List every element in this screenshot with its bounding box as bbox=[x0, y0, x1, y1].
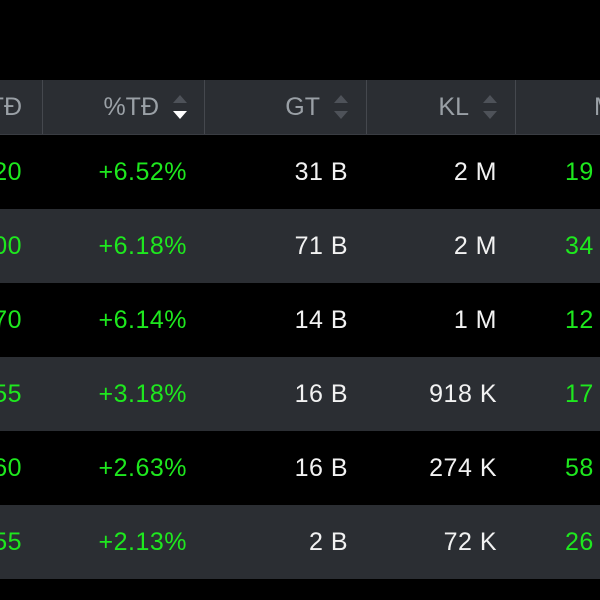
cell-m: 12 bbox=[565, 305, 594, 334]
cell-pct-change: +6.14% bbox=[98, 305, 187, 334]
cell-td: 55 bbox=[0, 527, 22, 556]
cell-pct-change: +3.18% bbox=[98, 379, 187, 408]
column-header-kl[interactable]: KL bbox=[0, 80, 497, 134]
cell-pct-change: +6.52% bbox=[98, 157, 187, 186]
cell-value-gt: 16 B bbox=[294, 379, 348, 408]
cell-m: 19 bbox=[565, 157, 594, 186]
cell-td: 00 bbox=[0, 231, 22, 260]
cell-pct-change: +6.18% bbox=[98, 231, 187, 260]
cell-m: 58 bbox=[565, 453, 594, 482]
sort-icon[interactable] bbox=[483, 93, 497, 121]
header-divider bbox=[366, 80, 367, 134]
sort-desc-icon[interactable] bbox=[173, 93, 187, 121]
cell-td: 55 bbox=[0, 379, 22, 408]
cell-volume-kl: 2 M bbox=[453, 231, 497, 260]
cell-pct-change: +2.13% bbox=[98, 527, 187, 556]
cell-value-gt: 2 B bbox=[308, 527, 348, 556]
cell-m: 34 bbox=[565, 231, 594, 260]
cell-pct-change: +2.63% bbox=[98, 453, 187, 482]
cell-td: 60 bbox=[0, 453, 22, 482]
header-divider bbox=[42, 80, 43, 134]
cell-volume-kl: 72 K bbox=[443, 527, 497, 556]
cell-td: 70 bbox=[0, 305, 22, 334]
cell-value-gt: 31 B bbox=[294, 157, 348, 186]
cell-volume-kl: 2 M bbox=[453, 157, 497, 186]
column-header-m-label: M bbox=[594, 93, 600, 122]
cell-value-gt: 14 B bbox=[294, 305, 348, 334]
cell-m: 26 bbox=[565, 527, 594, 556]
table-row[interactable]: 00 +6.18% 71 B 2 M 34 bbox=[0, 209, 600, 283]
table-row[interactable]: 55 +2.13% 2 B 72 K 26 bbox=[0, 505, 600, 579]
cell-value-gt: 16 B bbox=[294, 453, 348, 482]
cell-volume-kl: 1 M bbox=[453, 305, 497, 334]
sort-icon[interactable] bbox=[334, 93, 348, 121]
table-row[interactable]: 20 +6.52% 31 B 2 M 19 bbox=[0, 135, 600, 209]
table-row[interactable]: 70 +6.14% 14 B 1 M 12 bbox=[0, 283, 600, 357]
cell-volume-kl: 274 K bbox=[429, 453, 497, 482]
column-header-gt[interactable]: GT bbox=[0, 80, 348, 134]
cell-value-gt: 71 B bbox=[294, 231, 348, 260]
column-header-kl-label: KL bbox=[438, 92, 469, 121]
table-row[interactable]: 55 +3.18% 16 B 918 K 17 bbox=[0, 357, 600, 431]
table-body: 20 +6.52% 31 B 2 M 19 00 +6.18% 71 B 2 M 34 70 +6.1… bbox=[0, 135, 600, 579]
cell-m: 17 bbox=[565, 379, 594, 408]
cell-volume-kl: 918 K bbox=[429, 379, 497, 408]
column-header-gt-label: GT bbox=[285, 92, 320, 121]
header-divider bbox=[515, 80, 516, 134]
table-row[interactable]: 60 +2.63% 16 B 274 K 58 bbox=[0, 431, 600, 505]
column-header-pct-td[interactable]: %TĐ bbox=[0, 80, 187, 134]
header-divider bbox=[204, 80, 205, 134]
column-header-td[interactable]: TĐ bbox=[0, 80, 22, 134]
column-header-pct-td-label: %TĐ bbox=[103, 92, 159, 121]
column-header-m[interactable]: M bbox=[594, 80, 600, 134]
table-header: TĐ %TĐ GT KL M bbox=[0, 80, 600, 135]
column-header-td-label: TĐ bbox=[0, 92, 22, 121]
cell-td: 20 bbox=[0, 157, 22, 186]
